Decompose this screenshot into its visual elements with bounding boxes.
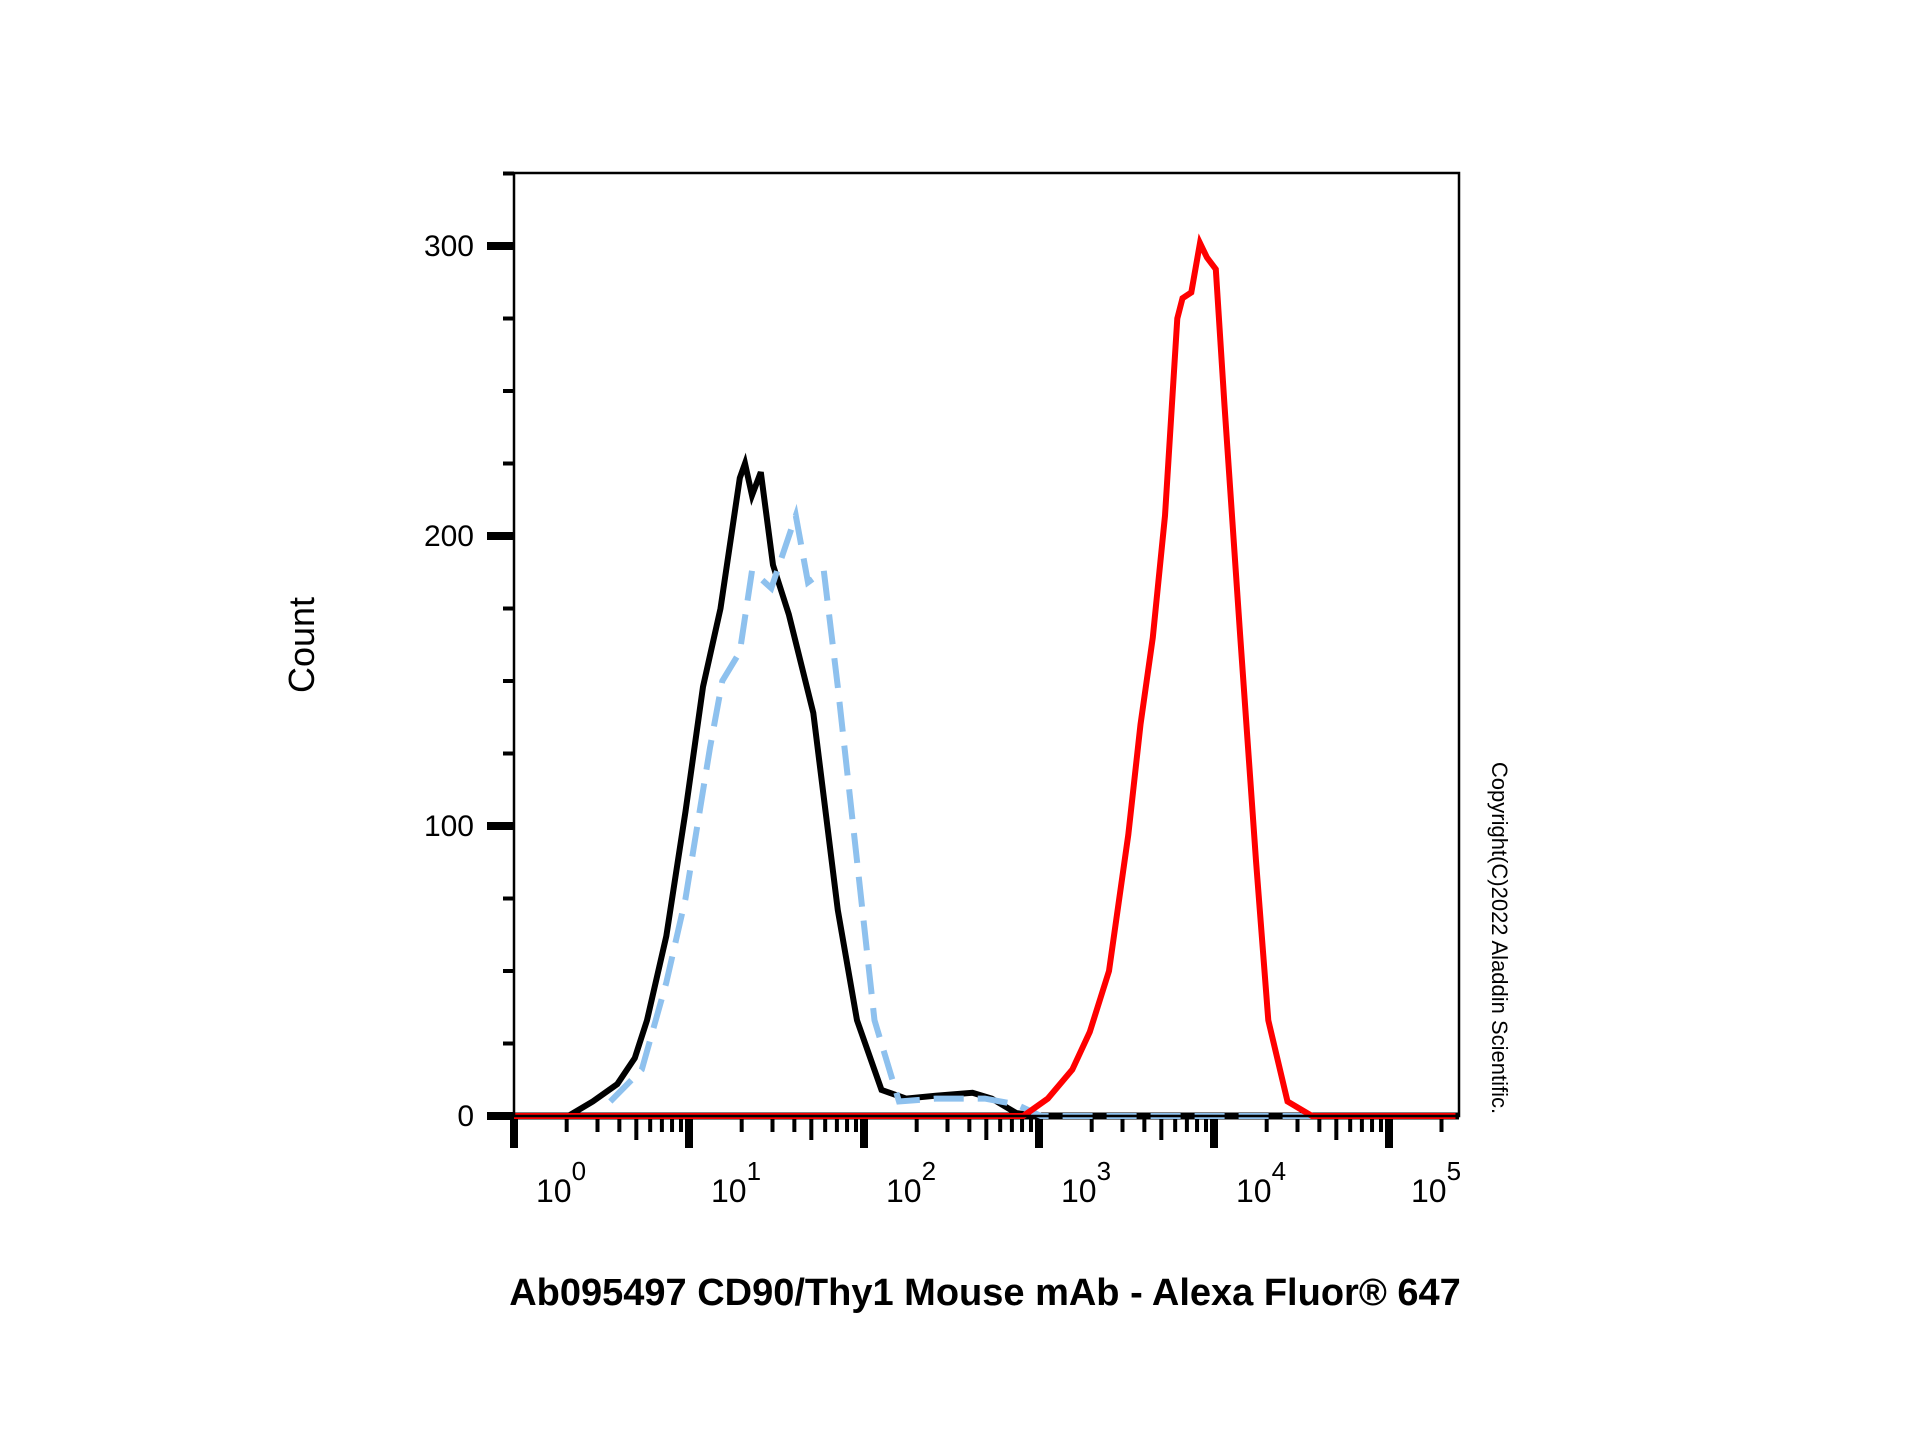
x-tick-exponent: 0 xyxy=(572,1156,586,1186)
x-tick-exponent: 5 xyxy=(1447,1156,1461,1186)
y-tick-label: 200 xyxy=(424,520,474,553)
y-tick-label: 100 xyxy=(424,810,474,843)
y-tick-label: 300 xyxy=(424,230,474,263)
series-black-line xyxy=(566,452,1456,1119)
y-tick-label: 0 xyxy=(457,1100,474,1133)
x-tick-exponent: 1 xyxy=(747,1156,761,1186)
copyright-watermark: Copyright(C)2022 Aladdin Scientific. xyxy=(1487,762,1512,1114)
series-red-line xyxy=(514,233,1456,1119)
x-tick-exponent: 4 xyxy=(1272,1156,1286,1186)
histogram-curves xyxy=(514,233,1456,1119)
y-axis-label: Count xyxy=(281,597,322,693)
plot-frame xyxy=(512,171,1461,1118)
series-blue-dashed-line xyxy=(608,503,1456,1119)
x-tick-exponent: 3 xyxy=(1097,1156,1111,1186)
x-axis-label: Ab095497 CD90/Thy1 Mouse mAb - Alexa Flu… xyxy=(509,1272,1461,1314)
x-tick-exponent: 2 xyxy=(922,1156,936,1186)
